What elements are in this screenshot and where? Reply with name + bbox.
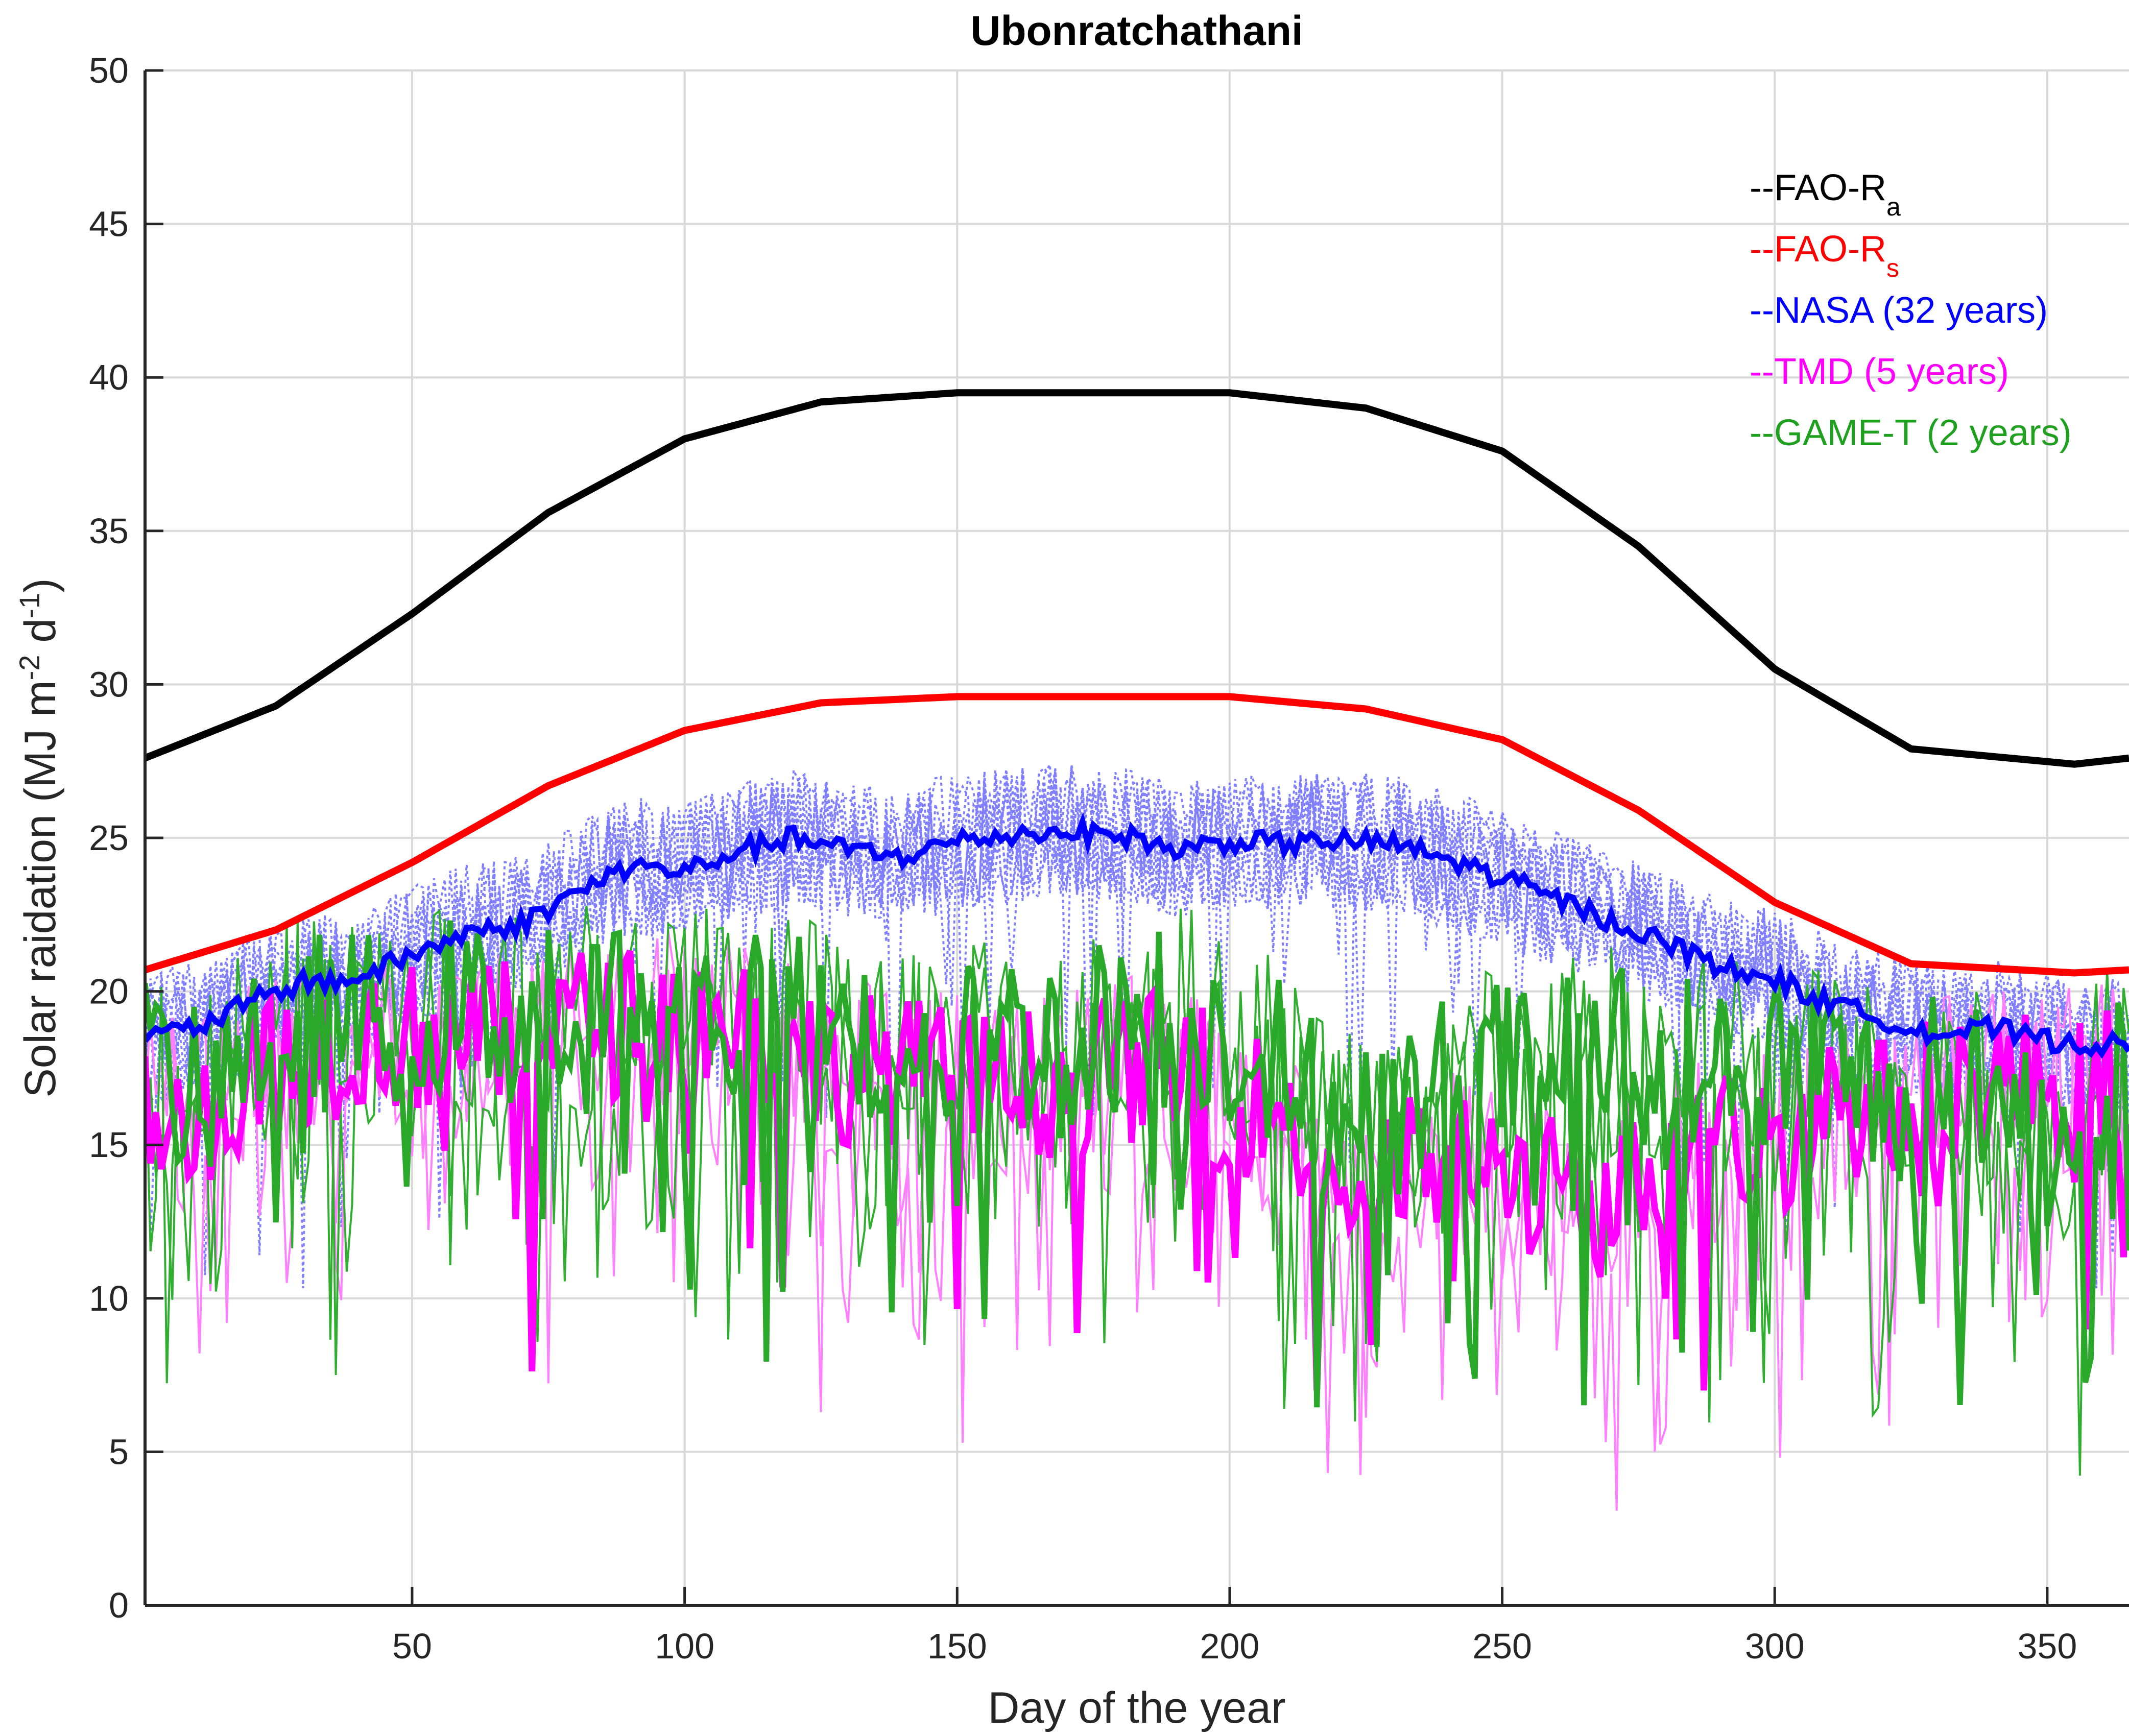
y-axis-title: Solar raidation (MJ m-2 d-1) [13,578,65,1097]
x-tick-label-350: 350 [2018,1626,2077,1666]
game-t-mean-line [145,920,2129,1408]
y-tick-label-45: 45 [89,204,129,244]
nasa-yearly-trace-7 [145,770,2129,1255]
y-axis-title-part-5: ) [16,578,65,593]
legend-entry-1: --FAO-Ra [1750,167,1901,221]
y-axis-title-part-4: -1 [13,593,45,618]
x-tick-label-200: 200 [1200,1626,1260,1666]
y-tick-label-30: 30 [89,664,129,704]
y-tick-label-35: 35 [89,511,129,551]
series-layer [145,389,2129,1511]
x-tick-label-250: 250 [1472,1626,1532,1666]
tmd-mean-line [145,950,2129,1391]
y-axis-title-part-1: Solar raidation (MJ m [16,680,65,1097]
legend-entry-3: --NASA (32 years) [1750,290,2048,331]
x-tick-label-300: 300 [1745,1626,1805,1666]
nasa-yearly-trace-8 [145,768,2129,1289]
legend-entry-5: --GAME-T (2 years) [1750,413,2072,453]
x-tick-label-100: 100 [655,1626,714,1666]
nasa-mean-line [145,812,2129,1059]
y-tick-label-15: 15 [89,1125,129,1165]
x-tick-label-150: 150 [927,1626,987,1666]
y-tick-label-25: 25 [89,818,129,858]
y-tick-label-0: 0 [109,1585,129,1625]
y-tick-label-50: 50 [89,51,129,90]
legend: --FAO-Ra --FAO-Rs --NASA (32 years) --TMD (… [1750,167,2072,453]
legend-entry-4: --TMD (5 years) [1750,351,2009,392]
y-tick-label-40: 40 [89,357,129,397]
fao-ra-line [145,389,2129,768]
tick-labels: 0 5 10 15 20 25 30 35 40 45 50 50 100 150 200 250 300 350 [89,51,2077,1666]
x-axis-title: Day of the year [988,1683,1285,1732]
y-tick-label-5: 5 [109,1432,129,1472]
legend-entry-2: --FAO-Rs [1750,229,1899,282]
y-tick-label-10: 10 [89,1279,129,1318]
y-axis-title-part-3: d [16,618,65,655]
y-tick-label-20: 20 [89,972,129,1011]
y-axis-title-part-2: -2 [13,655,45,681]
chart-title: Ubonratchathani [970,8,1303,54]
fao-rs-line [145,693,2129,977]
axes [143,69,2129,1607]
x-tick-label-50: 50 [392,1626,432,1666]
